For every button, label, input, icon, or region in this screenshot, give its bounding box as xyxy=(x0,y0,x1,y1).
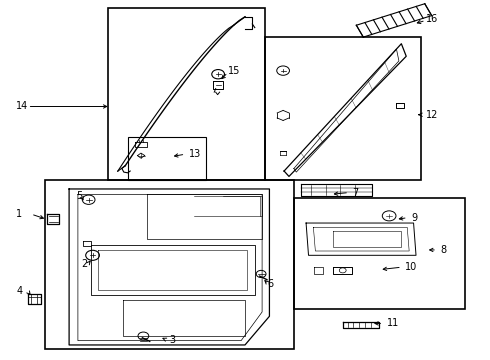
Text: 6: 6 xyxy=(267,279,273,289)
Bar xyxy=(45,180,294,348)
Text: 9: 9 xyxy=(411,213,417,222)
Bar xyxy=(108,8,265,180)
Bar xyxy=(128,137,206,180)
Text: 2: 2 xyxy=(81,259,88,269)
Text: 3: 3 xyxy=(169,334,175,345)
Text: 10: 10 xyxy=(405,262,417,272)
Text: 4: 4 xyxy=(16,286,23,296)
Bar xyxy=(294,198,465,309)
Text: 15: 15 xyxy=(228,66,240,76)
Text: 12: 12 xyxy=(426,110,438,120)
Text: 13: 13 xyxy=(189,149,201,159)
Text: 7: 7 xyxy=(352,188,359,198)
Bar xyxy=(265,37,421,180)
Text: 14: 14 xyxy=(16,102,28,112)
Text: 5: 5 xyxy=(76,191,83,201)
Text: 11: 11 xyxy=(387,319,399,328)
Text: 1: 1 xyxy=(16,209,23,219)
Text: 8: 8 xyxy=(441,245,446,255)
Text: 16: 16 xyxy=(426,14,438,24)
